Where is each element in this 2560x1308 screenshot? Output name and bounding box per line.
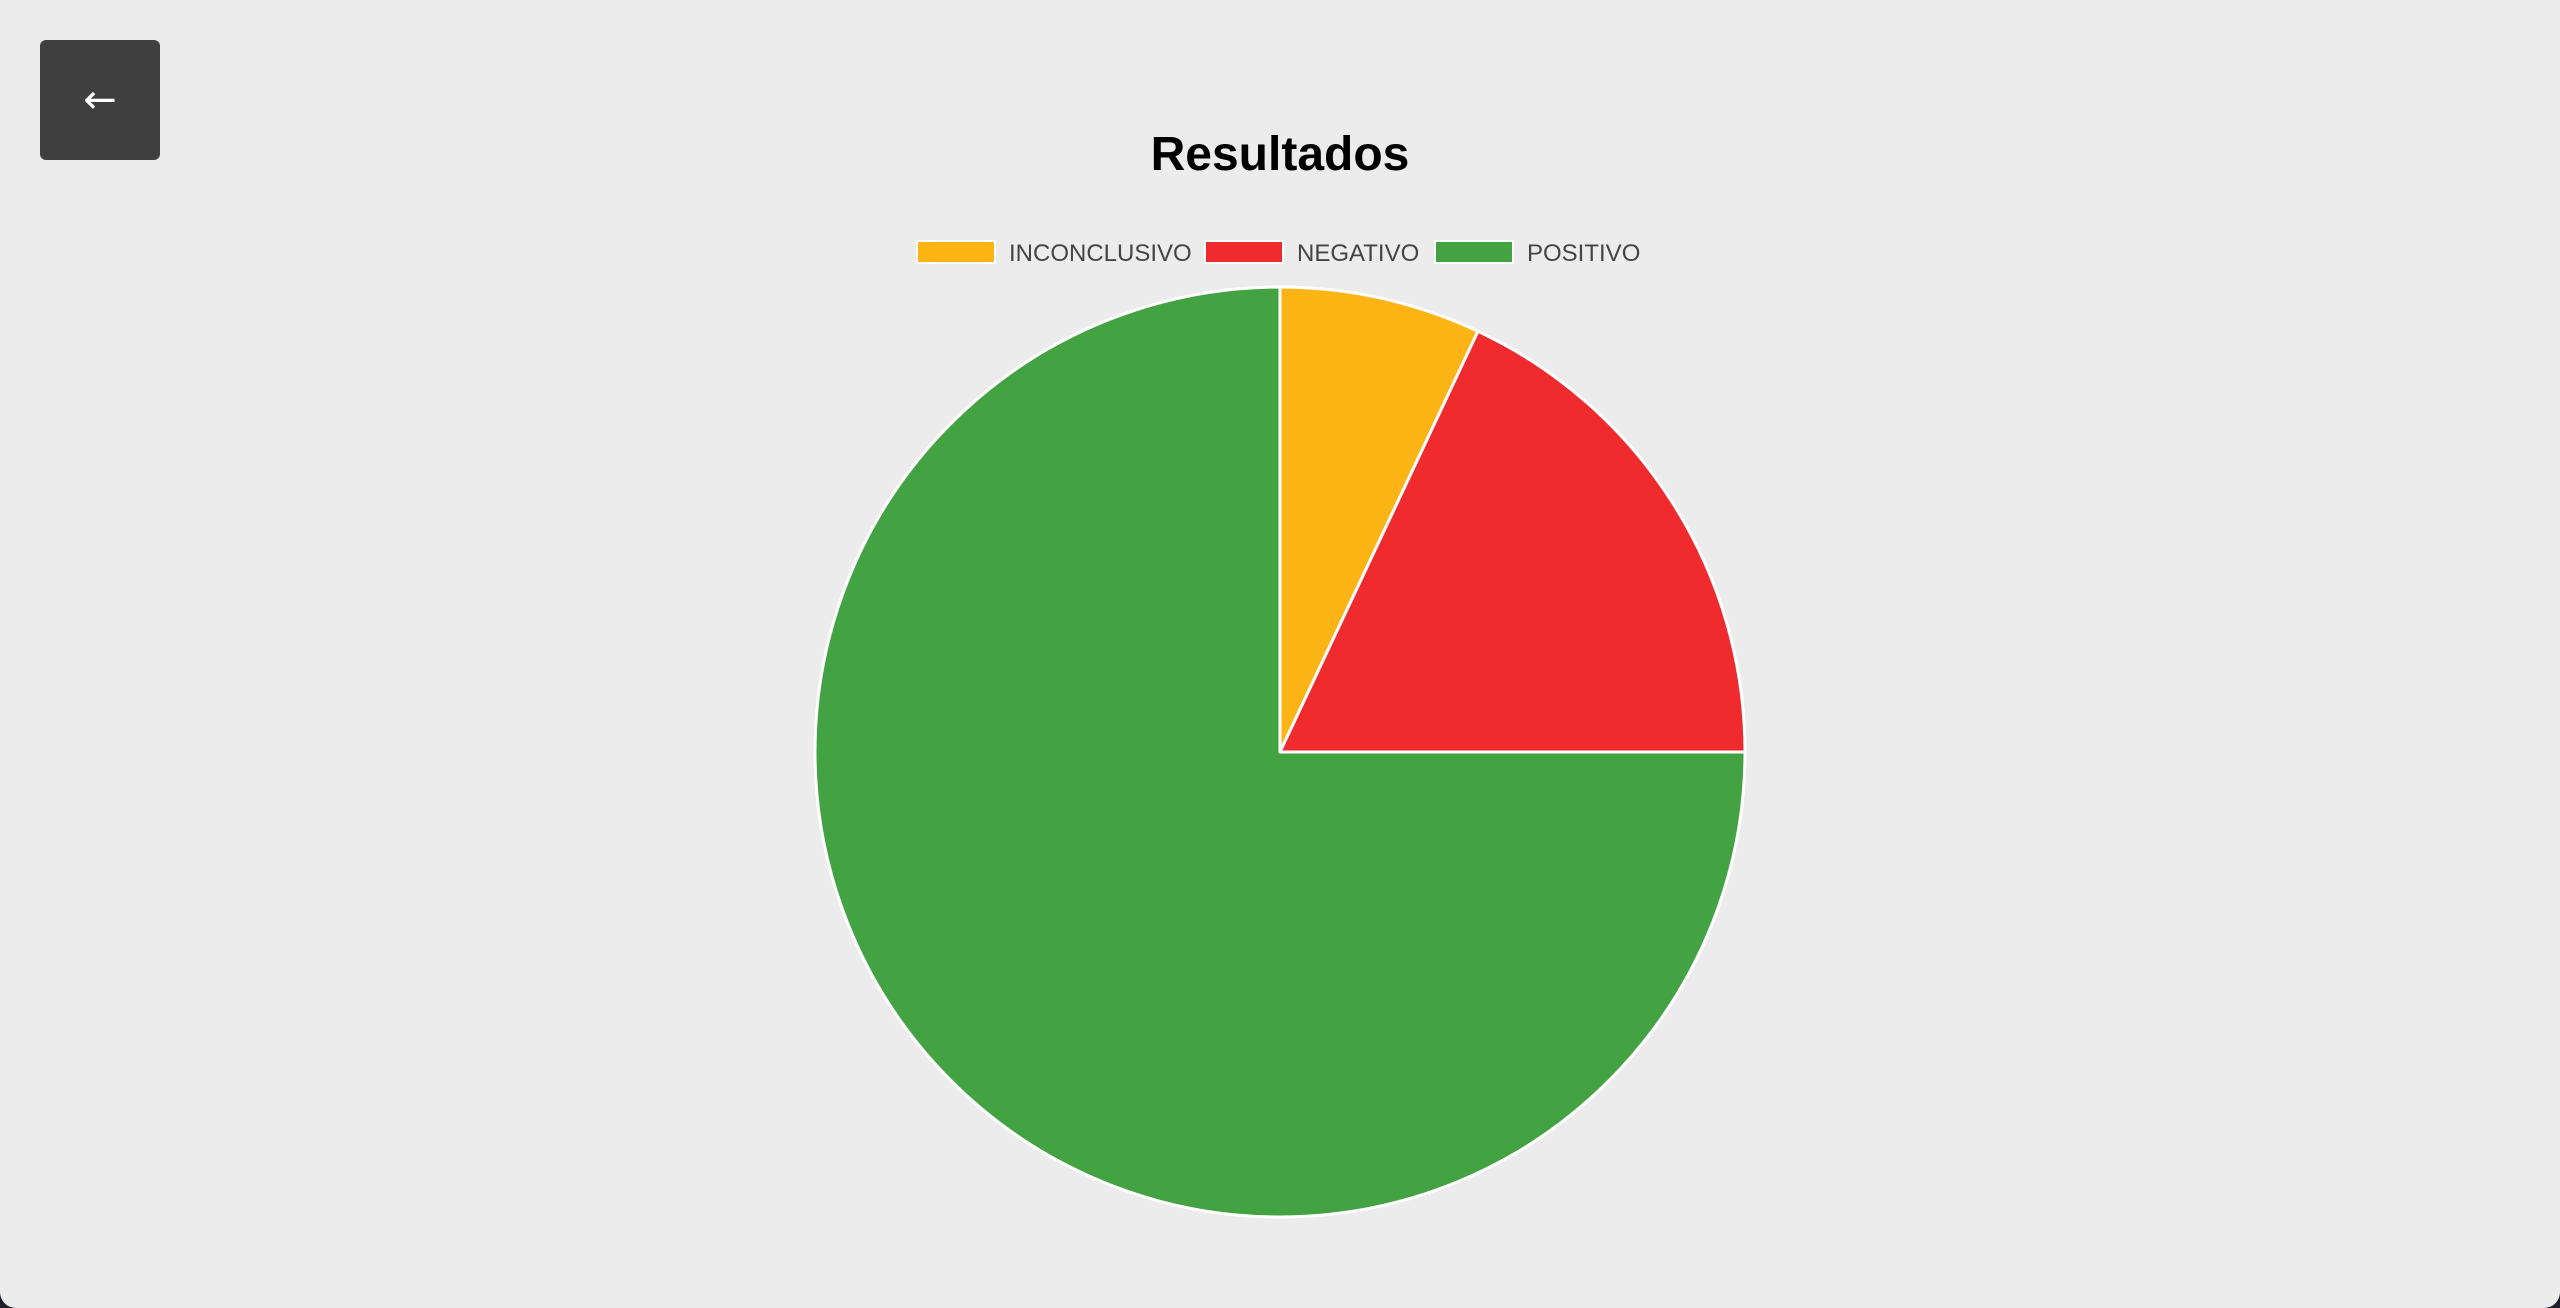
back-button[interactable]: ← <box>40 40 160 160</box>
pie-slice-negativo[interactable] <box>1278 329 1747 754</box>
arrow-left-icon: ← <box>83 77 117 123</box>
legend-label-positivo[interactable]: POSITIVO <box>1527 240 1640 267</box>
pie-slice-inconclusivo[interactable] <box>1278 285 1480 754</box>
legend-swatch-positivo[interactable] <box>1434 240 1514 264</box>
pie-slice-positivo[interactable] <box>813 285 1747 1219</box>
legend-swatch-inconclusivo[interactable] <box>916 240 996 264</box>
pie-slices <box>813 285 1747 1219</box>
chart-legend: INCONCLUSIVO NEGATIVO POSITIVO <box>916 240 1640 267</box>
legend-label-inconclusivo[interactable]: INCONCLUSIVO <box>1009 240 1192 267</box>
chart-title: Resultados <box>1151 128 1410 181</box>
legend-label-negativo[interactable]: NEGATIVO <box>1297 240 1419 267</box>
legend-swatch-negativo[interactable] <box>1204 240 1284 264</box>
